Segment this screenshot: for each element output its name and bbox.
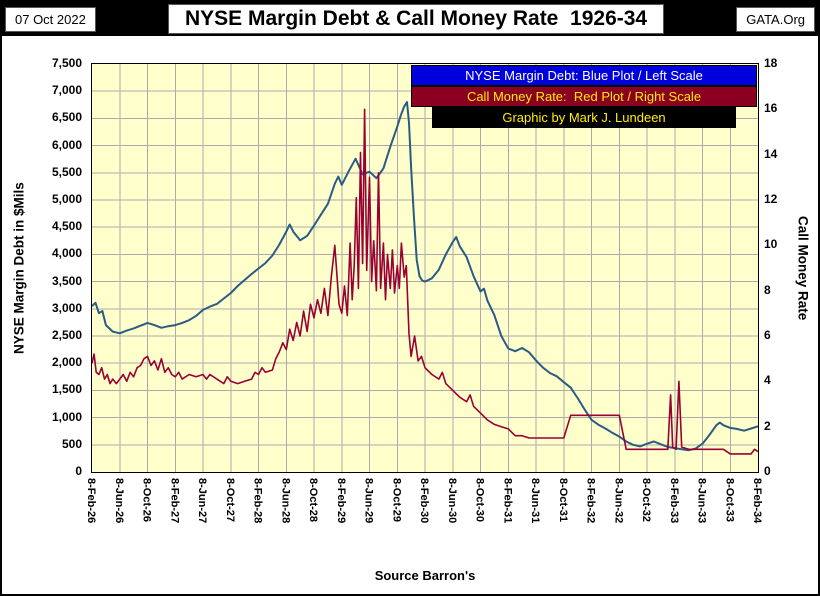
legend-credit: Graphic by Mark J. Lundeen (431, 107, 737, 128)
right-tick-label: 2 (764, 418, 771, 433)
right-tick-label: 0 (764, 464, 771, 478)
x-tick-label: 8-Feb-29 (334, 478, 347, 524)
left-tick-label: 4,000 (51, 246, 82, 261)
left-axis-ticks: 7,500 7,000 6,500 6,000 5,500 5,000 4,500 4,000… (2, 56, 87, 478)
left-tick-label: 6,000 (51, 137, 82, 152)
x-tick-label: 8-Jun-31 (529, 478, 541, 524)
x-tick-label: 8-Oct-30 (473, 478, 486, 523)
x-tick-label: 8-Feb-30 (418, 478, 430, 524)
x-tick-label: 8-Jun-26 (112, 478, 125, 524)
right-tick-label: 12 (764, 192, 778, 206)
site-label: GATA.Org (736, 6, 815, 32)
right-tick-label: 4 (764, 373, 771, 388)
right-tick-label: 16 (764, 101, 778, 116)
x-tick-label: 8-Oct-33 (723, 478, 736, 523)
right-tick-label: 18 (764, 56, 778, 70)
header-bar: 07 Oct 2022 NYSE Margin Debt & Call Mone… (2, 2, 818, 36)
left-tick-label: 2,000 (51, 355, 82, 370)
legend-margin-debt: NYSE Margin Debt: Blue Plot / Left Scale (411, 65, 757, 86)
right-tick-label: 6 (764, 328, 771, 342)
plot-area: NYSE Margin Debt: Blue Plot / Left Scale… (91, 63, 759, 473)
right-tick-label: 10 (764, 237, 778, 252)
x-tick-label: 8-Oct-26 (140, 478, 153, 523)
x-tick-label: 8-Feb-34 (751, 478, 763, 524)
source-label: Source Barron's (374, 568, 476, 583)
x-tick-label: 8-Jun-30 (445, 478, 458, 524)
x-axis-ticks: 8-Feb-26 8-Jun-26 8-Oct-26 8-Feb-27 8-Jun-27… (85, 476, 763, 554)
right-tick-label: 14 (764, 146, 778, 161)
left-tick-label: 7,500 (51, 56, 82, 70)
legend: NYSE Margin Debt: Blue Plot / Left Scale… (411, 65, 757, 128)
page-title: NYSE Margin Debt & Call Money Rate 1926-… (167, 4, 665, 34)
right-axis-ticks: 18 16 14 12 10 8 6 4 2 0 (761, 56, 789, 478)
chart-area: NYSE Margin Debt in $Mils Call Money Rat… (2, 36, 818, 594)
left-tick-label: 3,500 (51, 273, 82, 288)
x-tick-label: 8-Feb-33 (667, 478, 680, 524)
left-tick-label: 5,000 (51, 192, 82, 206)
x-tick-label: 8-Feb-26 (85, 478, 97, 524)
left-tick-label: 3,000 (51, 300, 82, 315)
x-tick-label: 8-Oct-28 (307, 478, 319, 523)
x-tick-label: 8-Oct-31 (556, 478, 569, 523)
right-axis-title: Call Money Rate (795, 215, 811, 321)
left-tick-label: 0 (75, 464, 82, 478)
x-tick-label: 8-Jun-29 (362, 478, 375, 524)
right-tick-label: 8 (764, 282, 771, 297)
x-tick-label: 8-Feb-32 (584, 478, 597, 524)
left-tick-label: 500 (61, 436, 82, 451)
x-tick-label: 8-Jun-27 (196, 478, 208, 524)
x-tick-label: 8-Feb-27 (168, 478, 181, 524)
x-tick-label: 8-Jun-28 (279, 478, 292, 524)
x-tick-label: 8-Feb-28 (251, 478, 264, 524)
x-tick-label: 8-Oct-32 (640, 478, 652, 523)
x-tick-label: 8-Oct-29 (390, 478, 403, 523)
left-tick-label: 5,500 (51, 164, 82, 179)
left-tick-label: 4,500 (51, 219, 82, 234)
left-tick-label: 7,000 (51, 83, 82, 98)
left-tick-label: 1,500 (51, 382, 82, 397)
date-box: 07 Oct 2022 (5, 6, 96, 32)
x-tick-label: 8-Jun-33 (695, 478, 708, 524)
x-tick-label: 8-Jun-32 (612, 478, 625, 524)
x-tick-label: 8-Oct-27 (223, 478, 236, 523)
legend-call-money: Call Money Rate: Red Plot / Right Scale (411, 86, 757, 107)
left-tick-label: 6,500 (51, 110, 82, 125)
left-tick-label: 1,000 (51, 409, 82, 424)
left-tick-label: 2,500 (51, 328, 82, 342)
x-tick-label: 8-Feb-31 (501, 478, 514, 524)
